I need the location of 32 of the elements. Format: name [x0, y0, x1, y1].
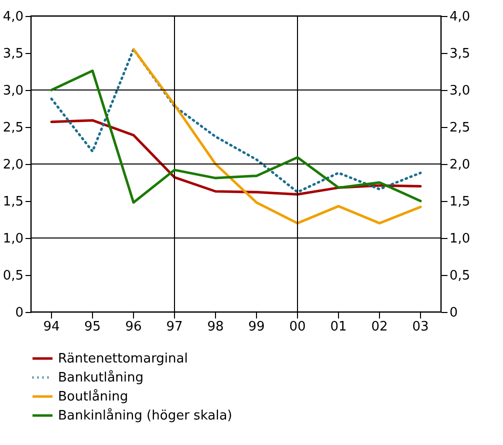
y2-tick-label: 4,0: [450, 10, 470, 24]
y-tick-label: 2,5: [2, 120, 24, 136]
y-tick-label: 1,0: [2, 232, 24, 246]
x-tick-label: 01: [330, 320, 347, 334]
legend-label: Boutlåning: [58, 388, 128, 404]
legend-label: Räntenettomarginal: [58, 352, 188, 366]
y-tick-label: 4,0: [2, 10, 24, 24]
y-tick-label: 0,5: [2, 268, 24, 284]
y2-tick-label: 1,0: [450, 232, 470, 246]
y-tick-label: 1,5: [2, 194, 24, 210]
y-tick-label: 3,5: [2, 46, 24, 62]
y2-tick-label: 2,5: [450, 120, 470, 136]
legend-label: Bankutlåning: [58, 370, 144, 386]
x-tick-label: 95: [84, 320, 101, 334]
y2-tick-label: 3,0: [450, 84, 470, 98]
y-tick-label: 2,0: [2, 158, 24, 172]
y2-tick-label: 3,5: [450, 46, 470, 62]
x-tick-label: 99: [248, 320, 265, 334]
y-tick-label: 3,0: [2, 84, 24, 98]
y2-tick-label: 0: [450, 306, 458, 320]
legend-label: Bankinlåning (höger skala): [58, 408, 232, 424]
x-tick-label: 02: [371, 320, 388, 334]
y2-tick-label: 1,5: [450, 194, 470, 210]
x-tick-label: 96: [125, 320, 142, 334]
y2-tick-label: 2,0: [450, 158, 470, 172]
x-tick-label: 97: [166, 320, 183, 334]
x-tick-label: 03: [412, 320, 429, 334]
x-tick-label: 98: [207, 320, 224, 334]
y2-tick-label: 0,5: [450, 268, 470, 284]
x-tick-label: 94: [43, 320, 60, 334]
x-tick-label: 00: [289, 320, 306, 334]
y-tick-label: 0: [15, 306, 24, 320]
